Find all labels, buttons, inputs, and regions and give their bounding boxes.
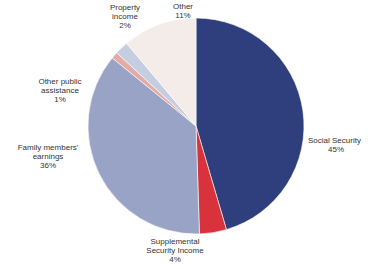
- slice: [196, 126, 226, 234]
- slice-label: Other publicassistance: [38, 77, 81, 95]
- data-label: 11%: [175, 11, 190, 20]
- slice-label-line: Social Security: [308, 136, 361, 145]
- slice-label: Social Security: [308, 136, 361, 145]
- pie: [88, 18, 304, 234]
- slice-label-line: earnings: [33, 152, 64, 161]
- slice-label: SupplementalSecurity Income: [146, 237, 204, 255]
- slice-label: Propertyincome: [110, 3, 140, 21]
- slice-label-line: Supplemental: [151, 237, 200, 246]
- slice-label-line: Family members': [18, 143, 79, 152]
- slice-label-line: Other public: [38, 77, 81, 86]
- slice: [127, 18, 196, 126]
- slice-label-line: assistance: [41, 86, 79, 95]
- data-label: 36%: [40, 161, 56, 170]
- slice-label: Other: [173, 2, 193, 11]
- data-label: 1%: [54, 95, 66, 104]
- slice-label: Family members'earnings: [18, 143, 79, 161]
- slice-label-line: Property: [110, 3, 140, 12]
- slice-label-line: Other: [173, 2, 193, 11]
- slice-label-line: income: [112, 12, 138, 21]
- chart: Social Security45% SupplementalSecurity I…: [0, 0, 368, 269]
- labels: Social Security45% SupplementalSecurity I…: [18, 2, 361, 264]
- data-label: 4%: [169, 255, 181, 264]
- data-label: 45%: [328, 145, 344, 154]
- data-label: 2%: [119, 21, 131, 30]
- slice-label-line: Security Income: [146, 246, 204, 255]
